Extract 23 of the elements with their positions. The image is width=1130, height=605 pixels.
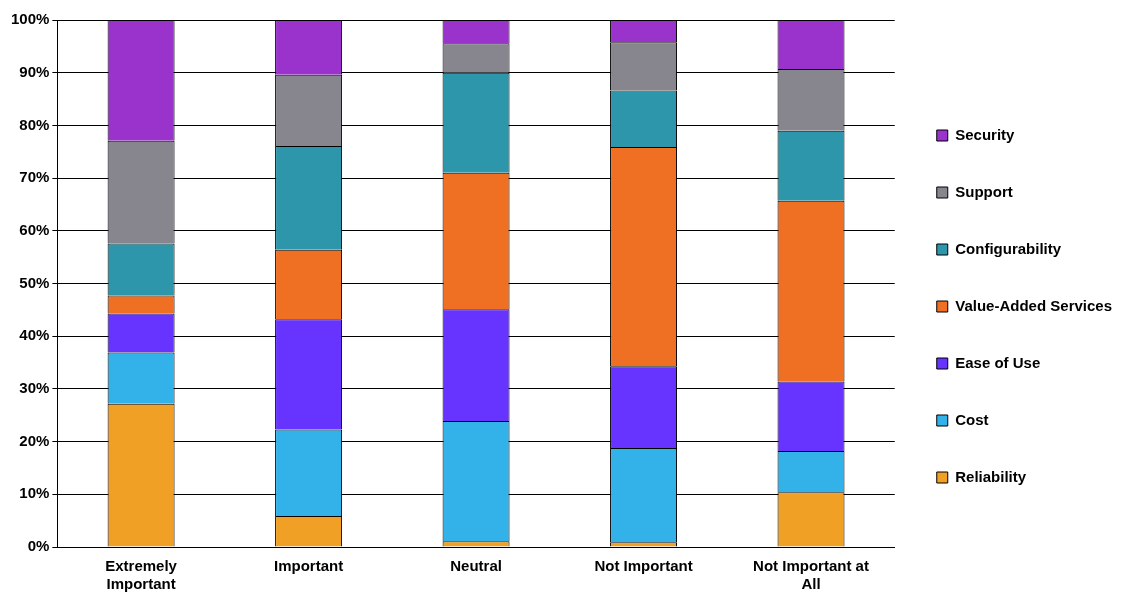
y-tick-label: 0% [27,537,50,555]
y-tick-label: 60% [19,220,50,238]
y-tick-label: 50% [19,273,50,291]
legend-label: Support [955,182,1013,200]
legend-label: Reliability [955,467,1027,485]
y-tick-label: 90% [19,62,50,80]
y-tick-label: 10% [19,484,50,502]
y-tick-label: 20% [19,431,50,449]
y-tick-label: 40% [19,326,50,344]
y-tick-label: 100% [10,10,50,28]
legend-label: Security [955,125,1016,143]
x-tick-label: Not Important at All [753,557,869,593]
legend-label: Configurability [955,239,1062,257]
legend-label: Value-Added Services [955,296,1113,314]
y-tick-label: 30% [19,379,50,397]
x-tick-label: Extremely Important [105,557,178,593]
legend-label: Ease of Use [955,353,1041,371]
y-tick-label: 70% [19,168,50,186]
y-tick-label: 80% [19,115,50,133]
legend-label: Cost [955,410,989,428]
x-tick-label: Not Important [594,557,693,575]
x-tick-label: Neutral [450,557,502,575]
x-tick-label: Important [274,557,344,575]
